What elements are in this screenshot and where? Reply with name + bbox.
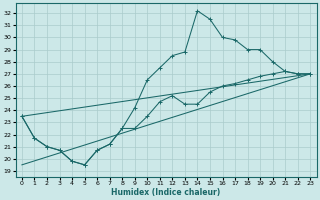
X-axis label: Humidex (Indice chaleur): Humidex (Indice chaleur) bbox=[111, 188, 221, 197]
